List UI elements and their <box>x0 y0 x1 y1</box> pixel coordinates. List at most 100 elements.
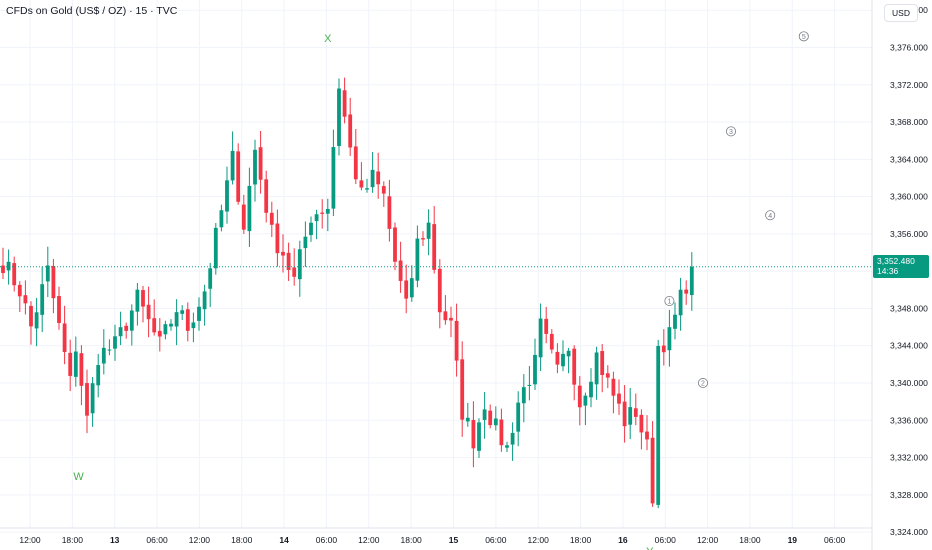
candle-body <box>337 88 341 147</box>
candle-body <box>320 212 325 214</box>
x-tick-label: 15 <box>449 535 459 545</box>
candle-body <box>85 383 89 416</box>
candle-body <box>146 304 151 320</box>
candle-body <box>258 147 263 180</box>
candle-body <box>45 265 50 282</box>
x-tick-label: 12:00 <box>19 535 41 545</box>
candle-body <box>331 147 336 209</box>
y-tick-label: 3,328.000 <box>890 490 928 500</box>
candle-body <box>437 268 442 313</box>
candle-body <box>555 351 560 365</box>
candle-body <box>79 353 84 386</box>
candle-body <box>185 309 190 331</box>
last-price-value: 3,352.480 <box>877 256 915 266</box>
candle-body <box>264 179 269 213</box>
candle-body <box>197 306 201 321</box>
candle-body <box>521 387 526 404</box>
candle-body <box>426 222 431 239</box>
y-tick-label: 3,348.000 <box>890 303 928 313</box>
x-tick-label: 13 <box>110 535 120 545</box>
candle-body <box>633 408 638 417</box>
candle-body <box>387 196 392 229</box>
candle-body <box>516 402 521 432</box>
candle-body <box>493 418 498 426</box>
candle-body <box>163 324 168 335</box>
candle-body <box>1 265 5 274</box>
x-tick-label: 19 <box>788 535 798 545</box>
x-tick-label: 12:00 <box>528 535 550 545</box>
y-tick-label: 3,360.000 <box>890 192 928 202</box>
candle-body <box>449 317 453 321</box>
candle-body <box>432 224 437 270</box>
candle-body <box>650 437 655 504</box>
candle-body <box>124 325 129 331</box>
candle-body <box>572 348 577 385</box>
candle-body <box>90 383 95 414</box>
x-tick-label: 14 <box>279 535 289 545</box>
candle-body <box>365 188 369 190</box>
y-tick-label: 3,344.000 <box>890 341 928 351</box>
wave-label-2: 2 <box>701 381 705 388</box>
candle-body <box>421 238 425 240</box>
x-tick-label: 06:00 <box>485 535 507 545</box>
candle-body <box>678 289 683 316</box>
candle-body <box>96 365 101 386</box>
candle-body <box>594 352 599 385</box>
candle-body <box>561 353 565 367</box>
candle-body <box>107 349 112 351</box>
candle-body <box>303 236 308 249</box>
wave-circle-4 <box>765 210 776 221</box>
candle-body <box>684 289 689 294</box>
wave-label-x: X <box>324 33 332 45</box>
candle-body <box>622 401 627 427</box>
candle-body <box>286 252 291 271</box>
wave-label-w: W <box>73 471 84 483</box>
candle-body <box>381 186 386 194</box>
candle-body <box>40 284 45 315</box>
y-tick-label: 3,340.000 <box>890 378 928 388</box>
candle-body <box>482 409 487 420</box>
candle-body <box>605 373 610 378</box>
candle-body <box>34 312 39 329</box>
currency-button[interactable]: USD <box>884 4 918 22</box>
candle-body <box>656 345 661 505</box>
candle-body <box>628 407 633 425</box>
wave-label-y: Y <box>646 546 654 550</box>
candle-body <box>409 278 414 298</box>
candle-body <box>208 268 213 289</box>
y-tick-label: 3,372.000 <box>890 80 928 90</box>
candle-body <box>174 312 179 327</box>
x-tick-label: 12:00 <box>697 535 719 545</box>
x-tick-label: 18:00 <box>231 535 253 545</box>
candle-body <box>191 322 196 329</box>
candle-body <box>465 417 470 422</box>
candle-body <box>477 422 481 451</box>
candle-body <box>157 330 162 337</box>
candle-body <box>499 419 504 446</box>
candle-body <box>359 180 364 188</box>
candle-body <box>202 291 207 310</box>
candle-body <box>538 318 543 358</box>
candle-body <box>101 347 106 364</box>
y-tick-label: 3,356.000 <box>890 229 928 239</box>
candle-body <box>213 227 218 269</box>
y-tick-label: 3,376.000 <box>890 43 928 53</box>
candle-body <box>527 384 532 386</box>
candle-body <box>505 445 509 448</box>
candle-body <box>673 314 677 329</box>
candle-body <box>135 289 140 312</box>
candle-body <box>645 431 649 440</box>
candle-body <box>23 295 28 304</box>
y-tick-label: 3,332.000 <box>890 453 928 463</box>
candle-body <box>577 385 582 408</box>
candle-body <box>689 266 694 296</box>
wave-circle-5 <box>798 31 809 42</box>
candle-body <box>443 311 448 321</box>
candle-body <box>510 432 515 445</box>
candle-body <box>471 419 476 449</box>
candle-body <box>57 296 61 323</box>
candle-body <box>398 260 403 281</box>
candle-body <box>253 149 257 185</box>
candle-body <box>370 169 375 188</box>
